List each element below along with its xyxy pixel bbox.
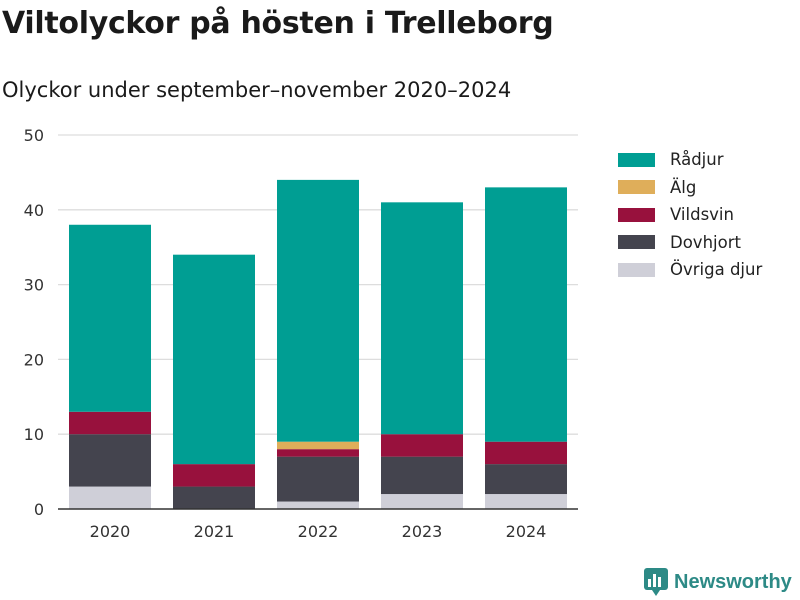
bar-segment bbox=[69, 434, 151, 487]
x-tick-label: 2022 bbox=[298, 522, 339, 541]
bar-segment bbox=[381, 202, 463, 435]
bar-segment bbox=[69, 486, 151, 509]
x-tick-label: 2023 bbox=[402, 522, 443, 541]
bar-segment bbox=[69, 411, 151, 435]
x-tick-label: 2020 bbox=[90, 522, 131, 541]
y-tick-label: 0 bbox=[34, 500, 44, 519]
legend-label: Älg bbox=[670, 177, 697, 197]
legend-item: Dovhjort bbox=[618, 229, 762, 257]
legend-label: Övriga djur bbox=[670, 260, 763, 280]
y-tick-label: 40 bbox=[24, 201, 44, 220]
bar-segment bbox=[381, 434, 463, 457]
brand-logo: Newsworthy bbox=[644, 568, 792, 596]
legend-item: Älg bbox=[618, 174, 762, 202]
x-tick-label: 2021 bbox=[194, 522, 235, 541]
legend-swatch bbox=[618, 180, 655, 195]
legend-label: Rådjur bbox=[670, 150, 724, 170]
y-tick-label: 50 bbox=[24, 126, 44, 145]
bar-segment bbox=[485, 464, 567, 495]
bar-segment bbox=[69, 224, 151, 412]
bar-segment bbox=[277, 449, 359, 457]
legend-label: Vildsvin bbox=[670, 205, 734, 225]
brand-name: Newsworthy bbox=[674, 570, 792, 593]
y-tick-label: 20 bbox=[24, 350, 44, 369]
bar-segment bbox=[277, 441, 359, 450]
legend-swatch bbox=[618, 235, 655, 250]
legend-item: Vildsvin bbox=[618, 201, 762, 229]
legend-swatch bbox=[618, 207, 655, 222]
legend-swatch bbox=[618, 152, 655, 167]
bar-segment bbox=[381, 494, 463, 509]
bar-segment bbox=[173, 464, 255, 487]
bar-segment bbox=[485, 441, 567, 465]
bar-segment bbox=[485, 494, 567, 509]
legend-item: Övriga djur bbox=[618, 256, 762, 284]
y-tick-label: 10 bbox=[24, 425, 44, 444]
bar-segment bbox=[277, 179, 359, 442]
chart-legend: Rådjur Älg Vildsvin Dovhjort Övriga djur bbox=[618, 146, 762, 284]
newsworthy-logo-icon bbox=[644, 568, 668, 596]
y-tick-label: 30 bbox=[24, 276, 44, 295]
legend-swatch bbox=[618, 262, 655, 277]
bar-segment bbox=[485, 187, 567, 442]
x-tick-label: 2024 bbox=[506, 522, 547, 541]
chart-title: Viltolyckor på hösten i Trelleborg bbox=[2, 6, 554, 41]
bar-segment bbox=[381, 456, 463, 495]
bar-segment bbox=[277, 501, 359, 509]
legend-item: Rådjur bbox=[618, 146, 762, 174]
bar-segment bbox=[173, 486, 255, 509]
chart-subtitle: Olyckor under september–november 2020–20… bbox=[2, 78, 512, 102]
bar-segment bbox=[173, 254, 255, 465]
legend-label: Dovhjort bbox=[670, 232, 741, 252]
bar-segment bbox=[277, 456, 359, 502]
